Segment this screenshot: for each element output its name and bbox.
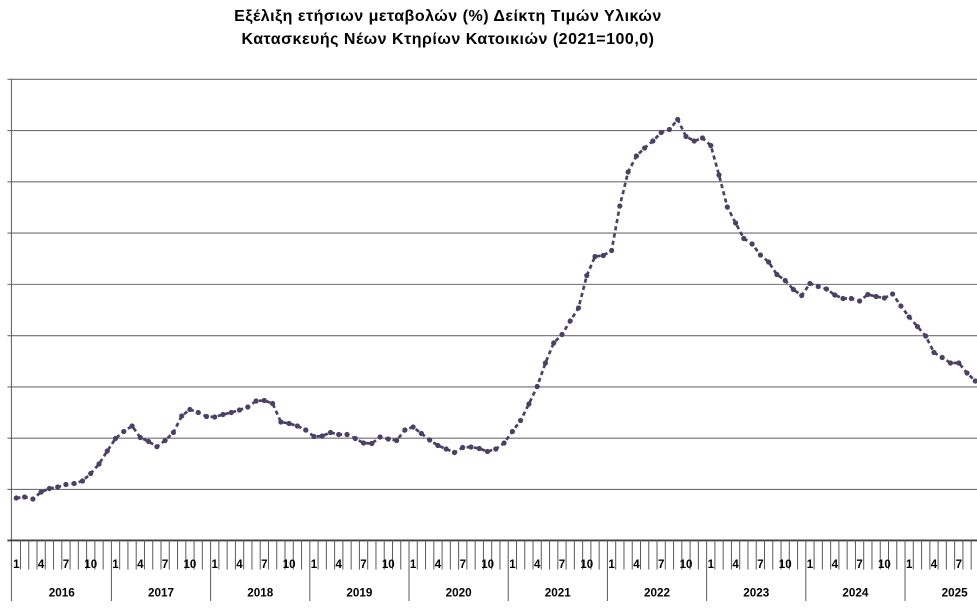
svg-text:1: 1	[410, 559, 417, 571]
svg-text:10: 10	[779, 559, 792, 571]
svg-text:1: 1	[608, 559, 615, 571]
svg-text:7: 7	[63, 559, 69, 571]
svg-text:1: 1	[311, 559, 318, 571]
svg-text:1: 1	[708, 559, 715, 571]
svg-text:10: 10	[680, 559, 693, 571]
svg-text:2016: 2016	[49, 587, 76, 600]
svg-text:2019: 2019	[346, 587, 373, 600]
svg-text:4: 4	[534, 559, 541, 571]
svg-text:1: 1	[13, 559, 20, 571]
svg-text:2025: 2025	[942, 587, 969, 600]
svg-text:2017: 2017	[148, 587, 174, 600]
svg-text:7: 7	[162, 559, 168, 571]
svg-text:4: 4	[732, 559, 739, 571]
svg-text:10: 10	[283, 559, 296, 571]
svg-text:10: 10	[878, 559, 891, 571]
svg-text:10: 10	[84, 559, 97, 571]
svg-text:4: 4	[435, 559, 442, 571]
svg-text:4: 4	[38, 559, 45, 571]
svg-text:7: 7	[261, 559, 267, 571]
svg-text:4: 4	[832, 559, 839, 571]
svg-text:2022: 2022	[644, 587, 671, 600]
svg-text:1: 1	[807, 559, 814, 571]
svg-text:4: 4	[236, 559, 243, 571]
svg-text:4: 4	[931, 559, 938, 571]
svg-text:7: 7	[956, 559, 962, 571]
svg-text:2024: 2024	[842, 587, 869, 600]
svg-text:4: 4	[137, 559, 144, 571]
svg-text:2020: 2020	[446, 587, 473, 600]
svg-text:1: 1	[509, 559, 516, 571]
svg-text:4: 4	[633, 559, 640, 571]
svg-text:10: 10	[481, 559, 494, 571]
svg-text:4: 4	[335, 559, 342, 571]
svg-text:2023: 2023	[743, 587, 770, 600]
svg-text:1: 1	[906, 559, 913, 571]
svg-text:7: 7	[856, 559, 862, 571]
svg-text:2018: 2018	[247, 587, 274, 600]
svg-text:10: 10	[184, 559, 197, 571]
svg-text:1: 1	[211, 559, 218, 571]
svg-text:2021: 2021	[545, 587, 572, 600]
svg-text:7: 7	[757, 559, 763, 571]
svg-text:7: 7	[460, 559, 466, 571]
svg-text:1: 1	[112, 559, 119, 571]
svg-text:10: 10	[580, 559, 593, 571]
svg-text:10: 10	[382, 559, 395, 571]
svg-text:7: 7	[658, 559, 664, 571]
svg-text:7: 7	[559, 559, 565, 571]
svg-text:7: 7	[360, 559, 366, 571]
